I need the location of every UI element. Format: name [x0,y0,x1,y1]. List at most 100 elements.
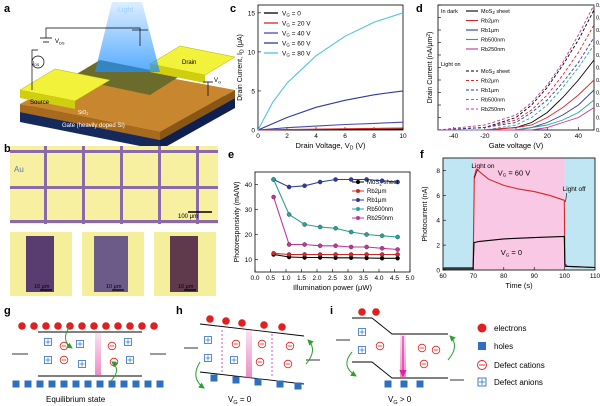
data-point [286,212,292,217]
source-electrode-side [20,90,75,109]
legend-entry: VG = 0 [282,11,301,18]
x-tick-label: 100 [559,273,570,280]
light-label: Light [118,7,133,14]
caption-i: VG > 0 [388,395,412,406]
data-point [333,252,338,257]
legend-entry: VG = 40 V [282,31,311,38]
data-point [286,252,292,257]
panel-letter-a: a [4,3,11,15]
hole [24,380,32,388]
channel-stripe-v [158,146,161,224]
vg-label: VG [214,78,221,85]
electron [54,322,62,330]
data-point [379,255,385,261]
legend-entry: VG = 80 V [282,51,311,58]
series-line-c-3 [257,90,404,131]
y-tick-label: 6 [436,193,440,200]
data-point [364,252,369,257]
hole [400,380,408,388]
y-tick-label: 0.40 [596,28,600,34]
legend-entry: Rb250nm [481,107,505,113]
electron [358,308,366,316]
data-point [379,252,385,257]
panel-letter-g: g [4,305,11,317]
electron [138,322,146,330]
channel-stripe-h [10,220,218,223]
x-tick-label: 40 [575,133,583,140]
source-label: Source [30,100,50,106]
dark-region-before [443,158,474,270]
data-point [302,242,307,247]
data-point [317,252,323,257]
x-tick-label: 0 [514,133,518,140]
electron [372,308,380,316]
x-tick-label: 110 [590,273,600,280]
channel-stripe-v [44,146,47,224]
data-point [333,177,338,182]
legend-entry: VG = 60 V [282,41,311,48]
data-point [271,250,276,256]
hole [60,380,68,388]
hole [48,380,56,388]
x-tick-label: 70 [470,273,478,280]
legend-anions: Defect anions [494,378,543,387]
hole [294,382,302,390]
hole [254,378,262,386]
y-tick-label: 8 [436,168,440,175]
x-tick-label: 4.5 [390,275,399,282]
x-tick-label: 6 [343,133,347,140]
channel-stripe-h [10,150,218,153]
electron [102,322,110,330]
legend-entry: VG = 20 V [282,21,311,28]
light-beam [95,2,160,72]
panel-letter-c: c [230,3,236,15]
conduction-band-i [352,317,448,335]
circuit-wire-top [45,27,141,46]
legend-cations: Defect cations [494,361,545,370]
data-point [379,178,385,183]
x-tick-label: 3.0 [343,275,352,282]
legend-entry: Rb250nm [367,216,393,222]
vds-label: VDS [55,39,65,46]
x-tick-label: 60 [439,273,447,280]
series-annotation: VG = 0 [501,248,522,257]
x-tick-label: -40 [449,133,459,140]
data-point [302,183,307,188]
electron [114,322,122,330]
dark-region-after [564,158,595,270]
x-tick-label: 90 [531,273,539,280]
channel-stripe-v [196,146,199,224]
series-line-e-4 [273,196,398,251]
data-point [348,244,354,250]
panel-e: e 0.0 0.5 1.0 1.5 2.0 2.5 3.0 3.5 4.0 4.5 5.0 10 20 30… [228,149,415,292]
y-tick-label: 20 [245,232,253,239]
x-tick-label: 1.5 [297,275,306,282]
light-on-pointer [474,169,478,179]
data-point [271,177,276,182]
y-tick-label: 10 [248,49,256,56]
micrograph-stripes [10,146,218,224]
x-tick-label: 80 [500,273,508,280]
y-tick-label: 0.05 [596,116,600,122]
x-tick-label: -20 [480,133,490,140]
y-tick-label: 15 [248,10,256,17]
data-point [271,194,276,200]
panel-i: i VG > 0 [330,305,464,406]
data-point [395,252,400,257]
legend-entry: Rb2μm [367,189,386,195]
y-tick-label: 2 [436,243,440,250]
y-tick-label: 0 [251,128,255,135]
y-tick-label: 0.10 [596,103,600,109]
drain-label: Drain [182,60,196,66]
scale-label-1: 10 μm [34,284,50,290]
data-point [348,177,354,182]
x-axis-label: Gate voltage (V) [489,141,544,150]
y-axis-label: Photocurrent (nA) [422,186,429,241]
channel-stripe-v [82,146,85,224]
plot-frame-f [442,157,596,271]
x-tick-label: 10 [399,133,407,140]
hole [120,380,128,388]
legend-entry: Rb500nm [481,98,505,104]
micrograph-zoom-2: 10 μm [82,232,144,296]
series-line-f-1 [443,235,596,270]
